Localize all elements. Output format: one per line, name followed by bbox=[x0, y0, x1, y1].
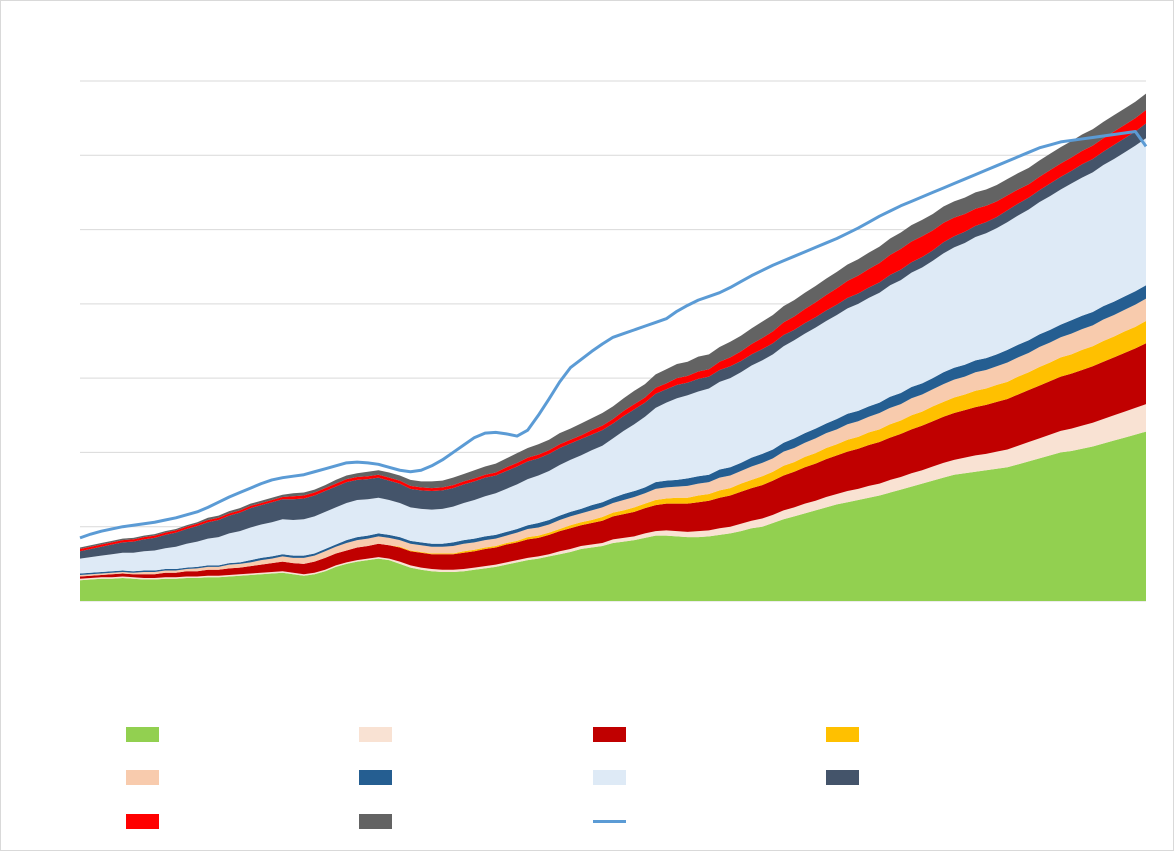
legend-swatch bbox=[126, 814, 159, 829]
series-area-1 bbox=[80, 431, 1146, 601]
legend-swatch bbox=[826, 770, 859, 785]
legend-swatch bbox=[126, 727, 159, 742]
stacked-areas bbox=[80, 93, 1146, 601]
total-line-layer bbox=[79, 130, 1148, 540]
series-area-7 bbox=[80, 138, 1146, 574]
legend-swatch bbox=[826, 727, 859, 742]
legend-swatch bbox=[126, 770, 159, 785]
legend-swatch bbox=[593, 770, 626, 785]
series-line-1 bbox=[79, 130, 1148, 540]
legend-swatch bbox=[359, 814, 392, 829]
legend-swatch bbox=[359, 727, 392, 742]
series-area-3 bbox=[80, 343, 1146, 579]
legend-line-swatch bbox=[593, 820, 626, 823]
legend-swatch bbox=[593, 727, 626, 742]
legend-swatch bbox=[359, 770, 392, 785]
